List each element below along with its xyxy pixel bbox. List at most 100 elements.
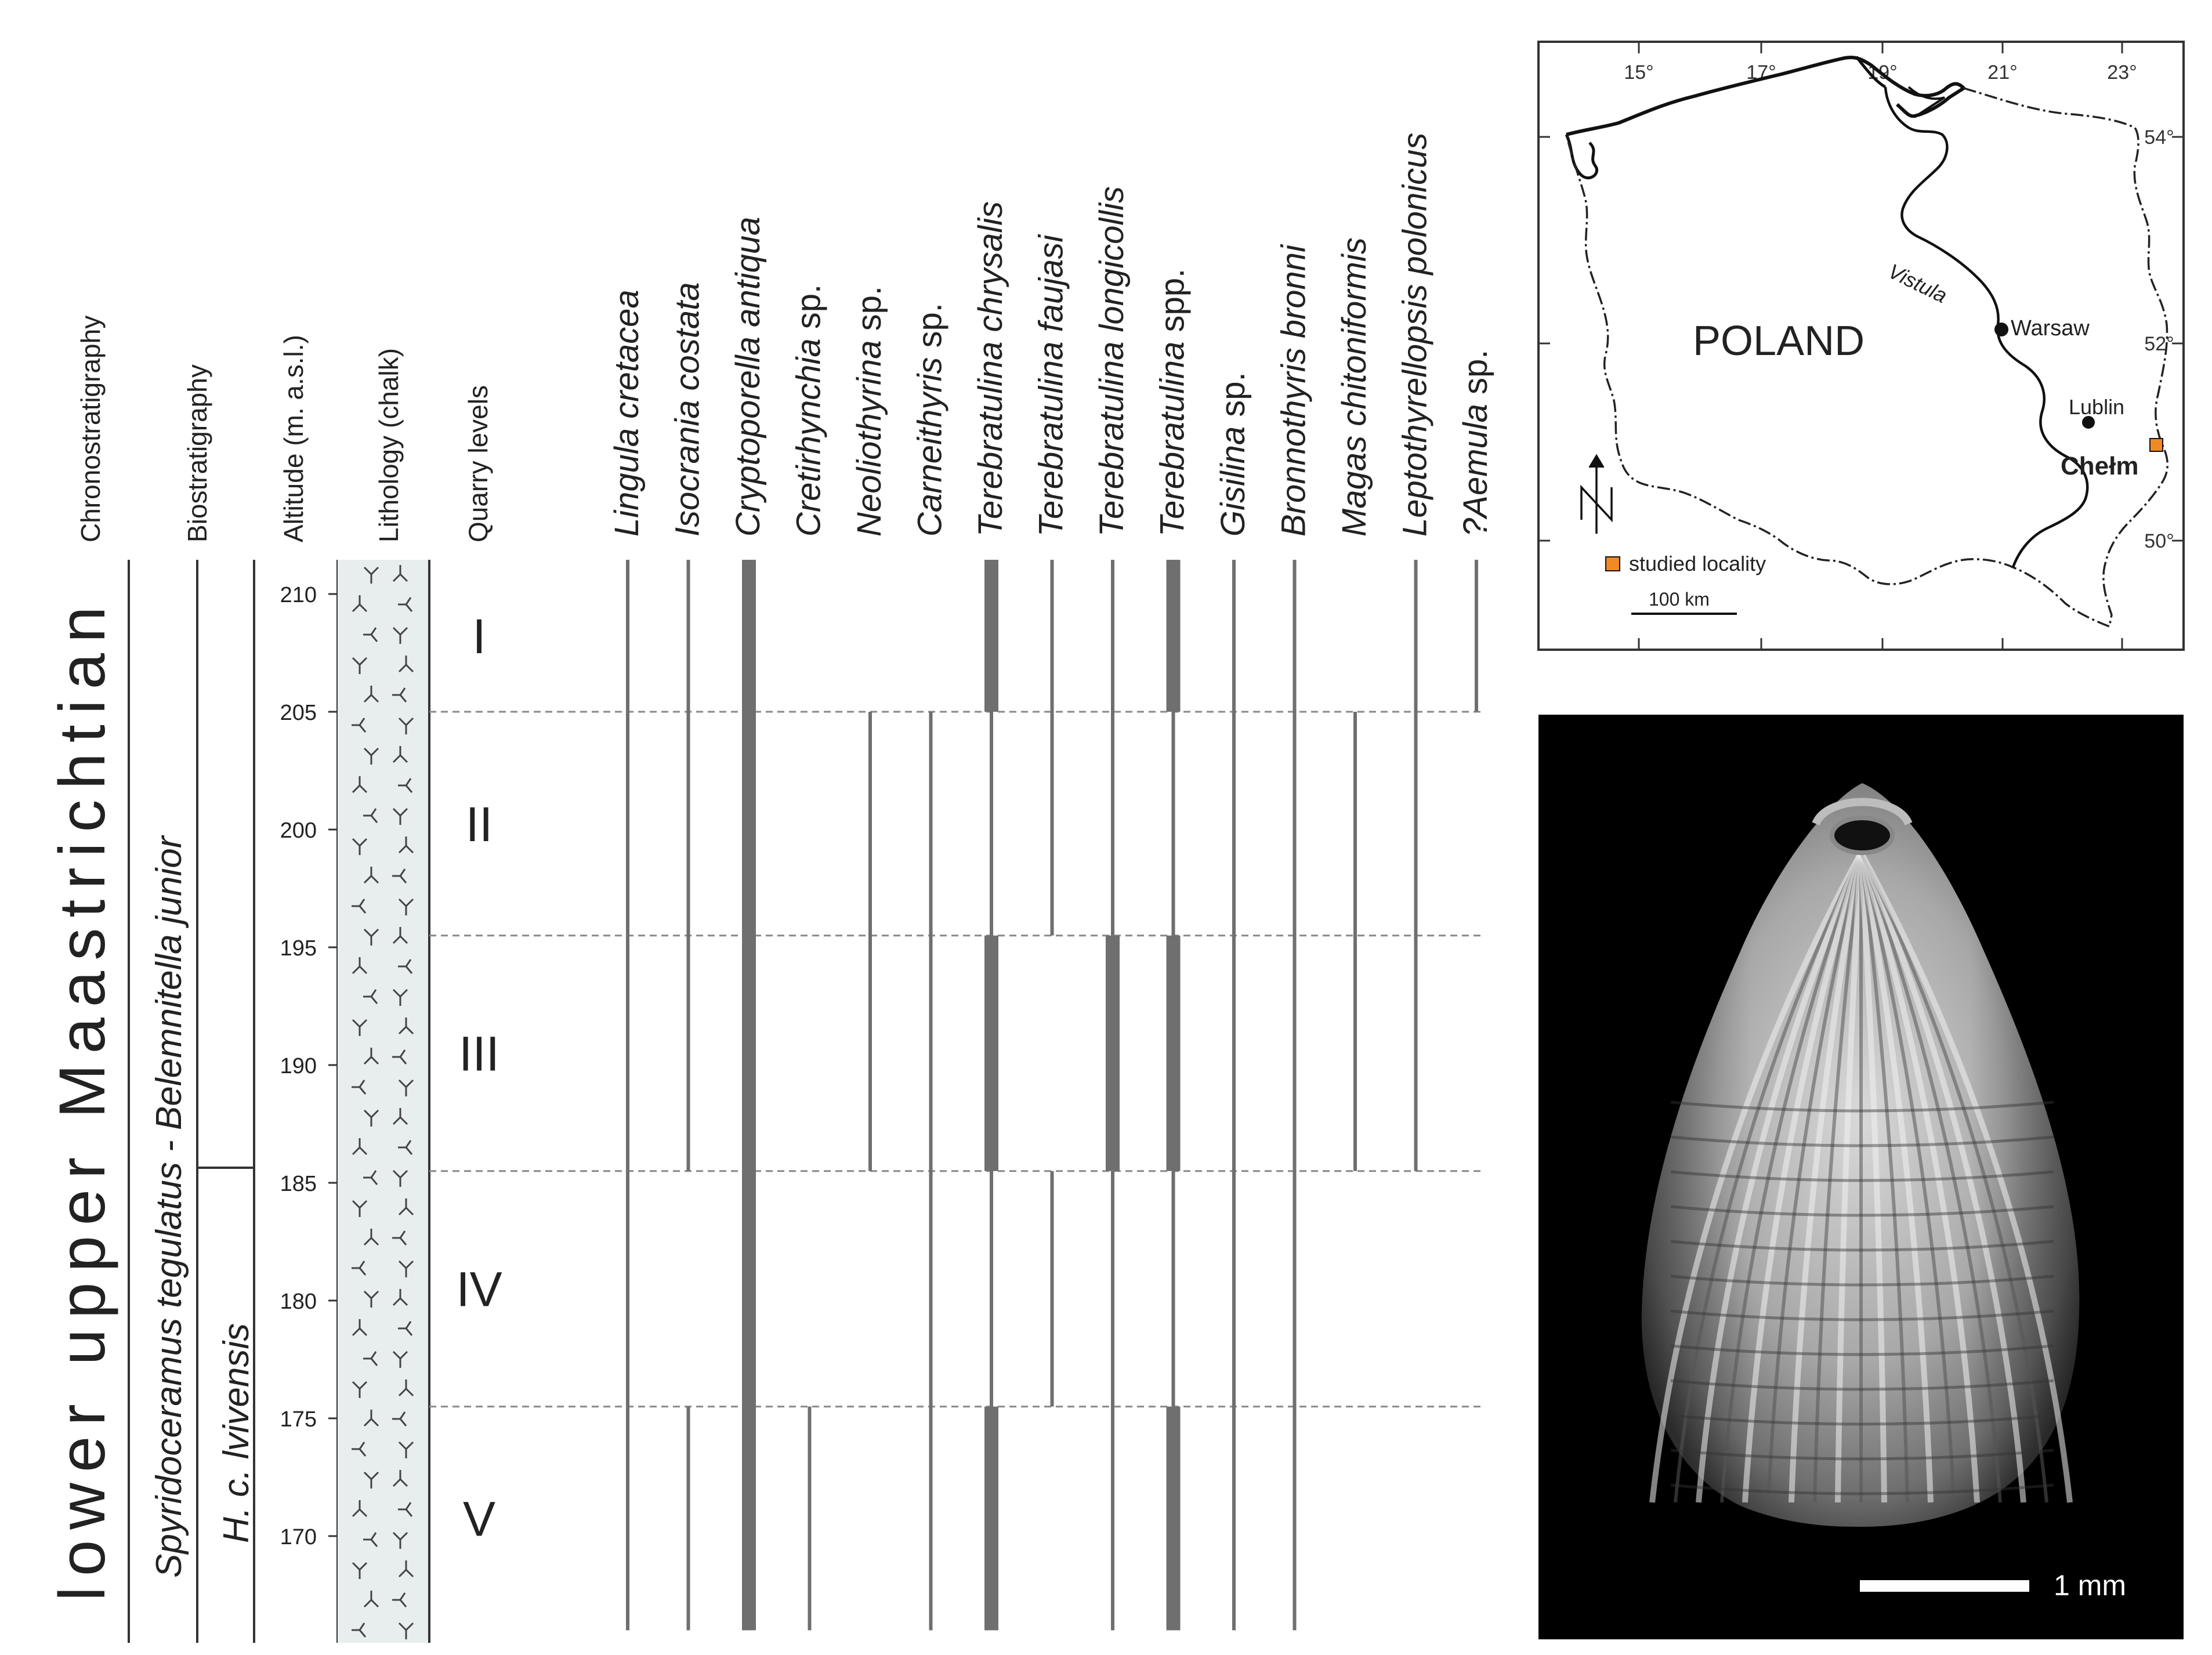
shell-rib: [1766, 852, 1863, 1503]
taxon-header: Terebratulina chrysalis: [972, 201, 1009, 537]
chalk-symbol: [392, 927, 408, 944]
taxon-header: Neoliothyrina sp.: [850, 286, 888, 537]
chalk-symbol: [398, 1017, 414, 1035]
taxon-genus: Isocrania: [669, 400, 707, 537]
shell-growth-line: [1670, 1240, 2054, 1252]
shell-growth-line: [1670, 1274, 2054, 1287]
taxon-range-bar: [686, 1406, 690, 1631]
quarry-level-label: III: [459, 1027, 499, 1081]
chalk-symbol: [363, 928, 379, 946]
taxon-header: Bronnothyris bronni: [1275, 244, 1313, 537]
taxon-header: Magas chitoniformis: [1335, 237, 1373, 537]
biostratigraphy-column: Spyridoceramus tegulatus - Belemnitella …: [149, 560, 256, 1643]
chalk-symbols: [352, 565, 414, 1639]
taxon-range-bar: [984, 1406, 998, 1631]
chalk-symbol: [363, 1229, 379, 1246]
taxon-epithet: polonicus: [1396, 133, 1434, 284]
chalk-symbol: [363, 1290, 379, 1308]
taxon-genus: Leptothyrellopsis: [1396, 284, 1434, 537]
taxon-range-bar: [1414, 560, 1418, 1171]
altitude-axis: 210 205 200 195 190 185 180 175 170: [253, 560, 339, 1643]
warsaw-label: Warsaw: [2011, 316, 2090, 341]
shell-growth-line: [1670, 1170, 2054, 1182]
national-border: [1565, 87, 2168, 628]
shell-rib: [1859, 852, 1956, 1503]
lublin-dot: [2082, 416, 2095, 429]
taxon-range-bar: [1353, 712, 1357, 1171]
chalk-symbol: [352, 1500, 368, 1518]
location-map: 15° 17° 19° 21° 23° 54° 52° 50° Vistula …: [1537, 41, 2185, 651]
chalk-symbol: [398, 1560, 414, 1578]
chalk-symbol: [352, 1261, 367, 1276]
taxon-header: Lingula cretacea: [608, 289, 646, 537]
taxon-range-bar: [626, 560, 629, 1631]
taxon-genus: Cretirhynchia: [790, 338, 828, 537]
lublin-label: Lublin: [2069, 395, 2124, 419]
chalk-symbol: [398, 1622, 414, 1639]
chalk-symbol: [363, 989, 378, 1004]
taxon-header: ?Aemula sp.: [1457, 350, 1494, 537]
taxon-header: Carneithyris sp.: [911, 303, 949, 537]
chalk-symbol: [392, 1230, 407, 1245]
chalk-symbol: [363, 808, 378, 823]
chalk-symbol: [363, 1591, 379, 1608]
chelm-locality-marker: [2149, 438, 2163, 452]
altitude-tick-label: 200: [280, 819, 317, 843]
vistula-lagoon: [1907, 86, 1946, 118]
legend-locality-swatch: [1605, 556, 1620, 571]
shell-rib: [1696, 852, 1864, 1503]
header-biostratigraphy: Biostratigraphy: [182, 364, 212, 542]
chalk-symbol: [352, 838, 368, 855]
chalk-symbol: [392, 1108, 408, 1125]
shell-growth-line: [1670, 1379, 2054, 1391]
taxa-range-bars: [626, 560, 1478, 1631]
shell-ribs: [1649, 851, 2073, 1503]
chalk-symbol: [363, 686, 379, 703]
map-graticule-ticks: [1538, 42, 2184, 650]
photo-scale-label: 1 mm: [2054, 1569, 2126, 1602]
hel-peninsula: [1855, 56, 1887, 89]
map-lat-label-54: 54°: [2144, 126, 2174, 149]
biozone-lower-species-label: H. c. lvivensis: [216, 1323, 256, 1543]
chalk-symbol: [352, 595, 368, 613]
shell-growth-line: [1670, 1309, 2054, 1321]
shell-growth-line: [1670, 1100, 2054, 1113]
taxon-genus: Terebratulina: [972, 342, 1009, 537]
taxon-genus: Neoliothyrina: [850, 340, 888, 537]
taxon-epithet: sp.: [1214, 372, 1252, 426]
chalk-symbol: [392, 687, 407, 702]
altitude-tick-label: 175: [280, 1407, 317, 1432]
chalk-symbol: [352, 776, 368, 794]
shell-rib: [1742, 852, 1864, 1503]
chalk-symbol: [392, 565, 408, 582]
altitude-tick-label: 195: [280, 936, 317, 961]
header-quarry-levels: Quarry levels: [463, 385, 493, 542]
shell-growth-line: [1670, 1414, 2054, 1426]
sem-photo-panel: 1 mm: [1538, 715, 2184, 1639]
shell-rib: [1859, 852, 1909, 1503]
shell-rib: [1720, 852, 1863, 1503]
taxon-epithet: bronni: [1275, 244, 1313, 347]
chalk-symbol: [398, 597, 413, 612]
chalk-symbol: [352, 1319, 368, 1337]
north-arrow-head: [1588, 454, 1605, 468]
taxon-header: Gisilina sp.: [1214, 372, 1252, 537]
shell-rib: [1813, 852, 1863, 1503]
chalk-symbol: [392, 1470, 408, 1487]
chalk-symbol: [363, 1170, 378, 1185]
map-lon-label-23: 23°: [2107, 61, 2137, 84]
taxon-header: Isocrania costata: [669, 283, 707, 537]
taxon-epithet: spp.: [1154, 269, 1192, 342]
taxon-epithet: sp.: [1457, 350, 1494, 404]
shell-rib: [1649, 851, 1864, 1503]
altitude-tick-label: 185: [280, 1172, 317, 1196]
taxon-genus: Magas: [1335, 436, 1373, 537]
taxon-range-bar: [1475, 560, 1478, 712]
lithology-column: [338, 560, 430, 1643]
warsaw-dot: [1994, 323, 2008, 336]
chalk-symbol: [392, 1411, 407, 1426]
taxon-header: Terebratulina spp.: [1154, 269, 1192, 537]
taxon-genus: Terebratulina: [1093, 342, 1131, 537]
